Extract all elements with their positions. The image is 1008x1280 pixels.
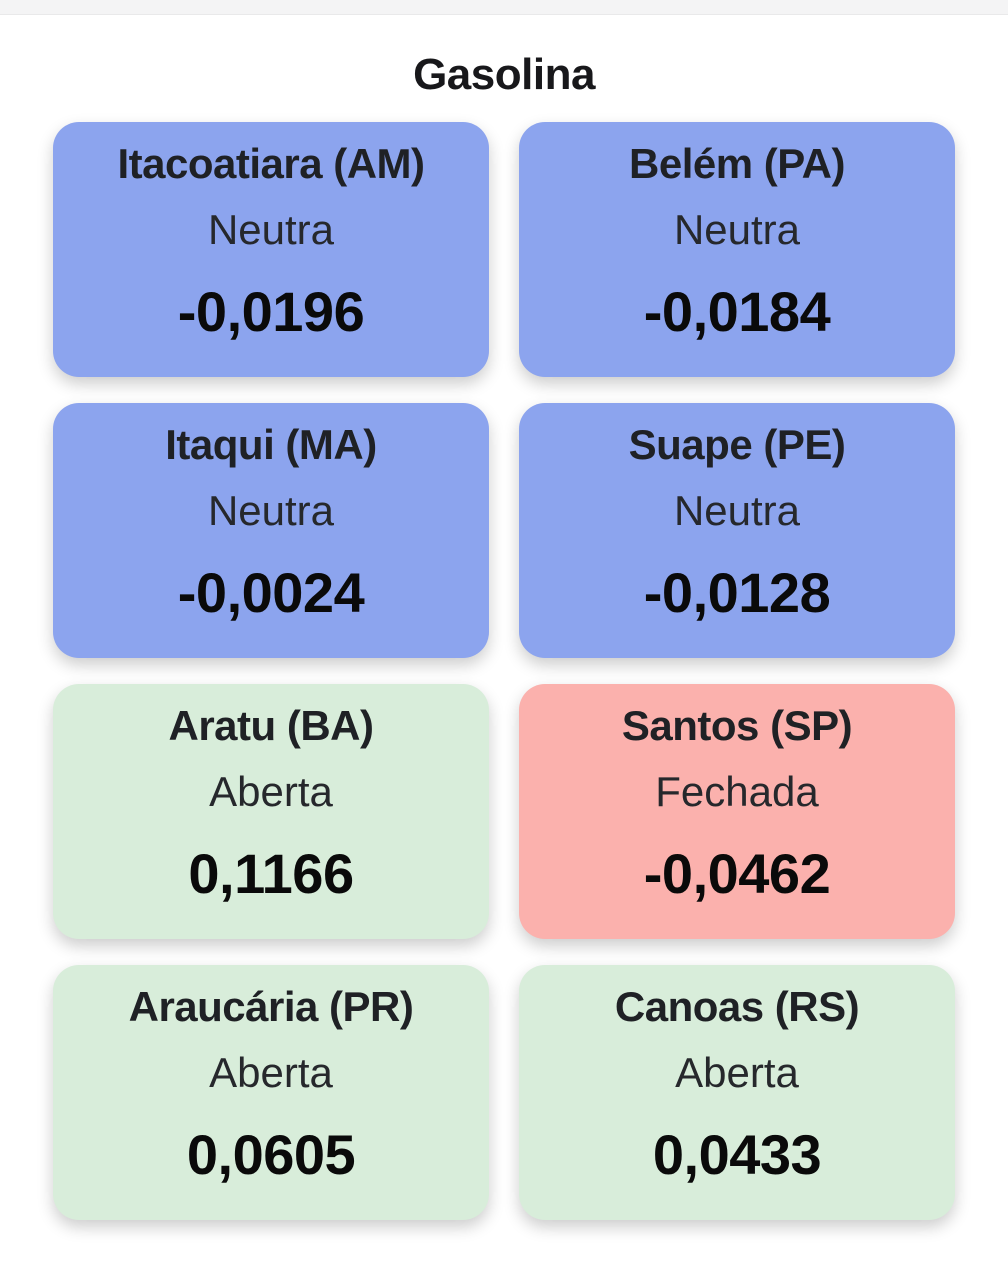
port-name: Suape (PE) [628,420,846,468]
port-name: Aratu (BA) [168,701,374,749]
port-card: Santos (SP) Fechada -0,0462 [519,683,955,939]
port-card: Canoas (RS) Aberta 0,0433 [519,964,955,1220]
port-status: Neutra [673,486,801,534]
port-card: Belém (PA) Neutra -0,0184 [519,121,955,377]
port-card: Aratu (BA) Aberta 0,1166 [53,683,489,939]
port-value: 0,0605 [186,1122,356,1186]
port-value: 0,0433 [652,1122,822,1186]
port-value: -0,0128 [643,560,831,624]
port-name: Itacoatiara (AM) [117,139,425,187]
port-name: Belém (PA) [629,139,845,187]
port-name: Canoas (RS) [614,982,860,1030]
port-name: Santos (SP) [621,701,853,749]
top-strip [0,0,1008,15]
port-value: 0,1166 [188,841,354,905]
port-card: Suape (PE) Neutra -0,0128 [519,402,955,658]
port-name: Araucária (PR) [128,982,414,1030]
port-name: Itaqui (MA) [165,420,377,468]
port-card: Araucária (PR) Aberta 0,0605 [53,964,489,1220]
page-title: Gasolina [413,50,595,99]
port-value: -0,0024 [177,560,365,624]
port-card: Itaqui (MA) Neutra -0,0024 [53,402,489,658]
port-status: Aberta [675,1048,799,1096]
port-status: Aberta [209,1048,333,1096]
port-value: -0,0196 [177,279,365,343]
port-status: Neutra [673,205,801,253]
port-status: Neutra [207,205,335,253]
cards-grid: Itacoatiara (AM) Neutra -0,0196 Belém (P… [0,121,1008,1220]
port-value: -0,0184 [643,279,831,343]
port-status: Aberta [209,767,333,815]
port-value: -0,0462 [643,841,831,905]
port-status: Fechada [655,767,819,815]
port-status: Neutra [207,486,335,534]
port-card: Itacoatiara (AM) Neutra -0,0196 [53,121,489,377]
